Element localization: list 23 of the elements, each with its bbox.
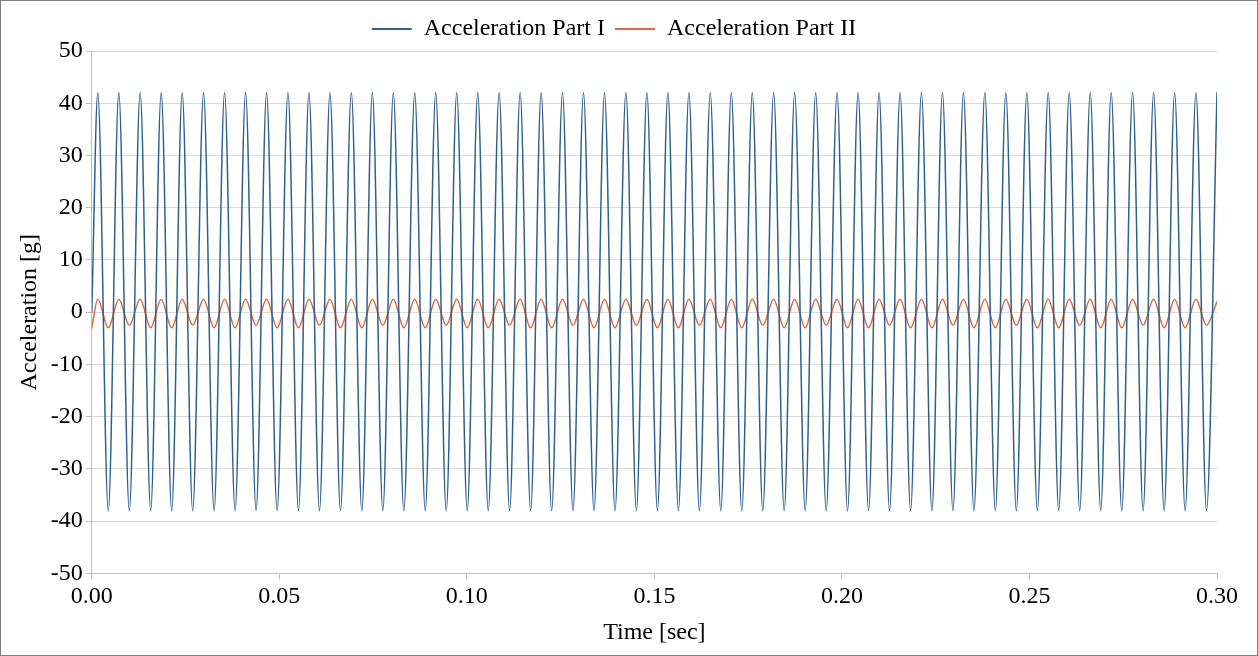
legend-label: Acceleration Part II (667, 14, 857, 41)
x-tick-label: 0.30 (1196, 582, 1238, 609)
y-tick-label: -10 (50, 349, 83, 376)
x-tick-label: 0.20 (820, 582, 863, 609)
x-tick-label: 0.10 (445, 582, 488, 609)
legend-label: Acceleration Part I (423, 14, 606, 41)
y-tick-label: 30 (58, 140, 83, 167)
y-tick-label: -50 (50, 558, 83, 585)
x-tick-label: 0.25 (1008, 582, 1051, 609)
y-tick-label: 0 (70, 297, 83, 324)
line-series (91, 298, 1217, 329)
y-axis-title: Acceleration [g] (14, 233, 41, 391)
x-axis-title: Time [sec] (603, 617, 706, 644)
y-tick-label: 10 (58, 245, 83, 272)
y-tick-label: 20 (58, 193, 83, 220)
x-tick-label: 0.00 (70, 582, 113, 609)
y-tick-label: -40 (50, 506, 83, 533)
y-tick-label: -20 (50, 401, 83, 428)
x-tick-label: 0.15 (633, 582, 676, 609)
y-tick-label: -30 (50, 454, 83, 481)
x-tick-label: 0.05 (258, 582, 301, 609)
y-tick-label: 40 (58, 88, 83, 115)
y-tick-label: 50 (58, 36, 83, 63)
